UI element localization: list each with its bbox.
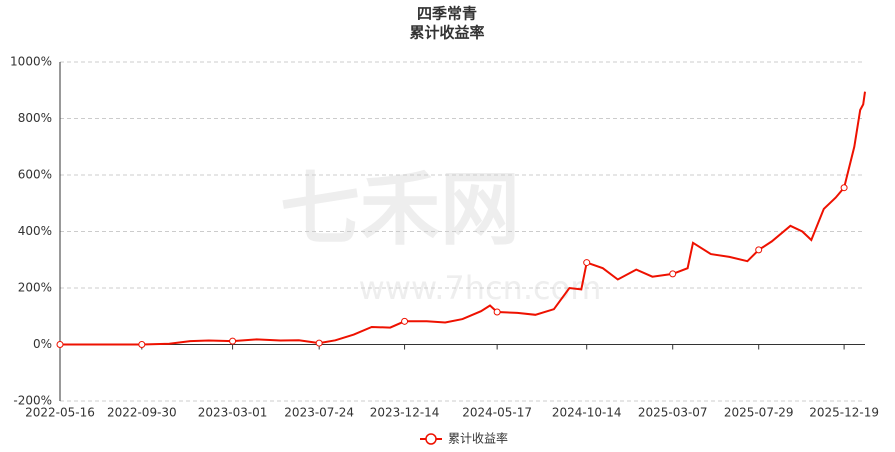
line: [60, 91, 866, 346]
x-tick-label: 2025-03-07: [638, 406, 708, 420]
x-tick-label: 2024-05-17: [462, 406, 532, 420]
point-marker: [669, 270, 677, 278]
point-marker: [138, 341, 146, 348]
x-tick-label: 2025-07-29: [724, 406, 794, 420]
x-tick-label: 2023-03-01: [198, 406, 268, 420]
point-marker: [755, 246, 763, 254]
y-tick-label: 600%: [18, 168, 52, 182]
y-tick-label: 200%: [18, 281, 52, 295]
point-marker: [840, 184, 848, 192]
y-tick-label: -200%: [13, 394, 52, 408]
chart-subtitle: 累计收益率: [409, 24, 484, 42]
x-tick-label: 2024-10-14: [552, 406, 622, 420]
point-marker: [56, 341, 64, 348]
x-tick-label: 2025-12-19: [809, 406, 879, 420]
x-tick-label: 2023-12-14: [370, 406, 440, 420]
y-tick-label: 1000%: [10, 55, 52, 69]
point-marker: [583, 259, 591, 267]
point-marker: [315, 339, 323, 347]
point-marker: [493, 308, 501, 316]
legend-marker: [425, 433, 437, 445]
y-tick-label: 400%: [18, 224, 52, 238]
chart-title: 四季常青: [417, 5, 477, 23]
x-tick-label: 2023-07-24: [284, 406, 354, 420]
y-tick-label: 0%: [33, 337, 52, 351]
x-tick-label: 2022-05-16: [25, 406, 95, 420]
y-tick-label: 800%: [18, 111, 52, 125]
point-marker: [229, 337, 237, 345]
watermark: 七禾网: [280, 163, 520, 256]
legend-label: 累计收益率: [448, 431, 508, 446]
point-marker: [401, 317, 409, 325]
x-tick-label: 2022-09-30: [107, 406, 177, 420]
